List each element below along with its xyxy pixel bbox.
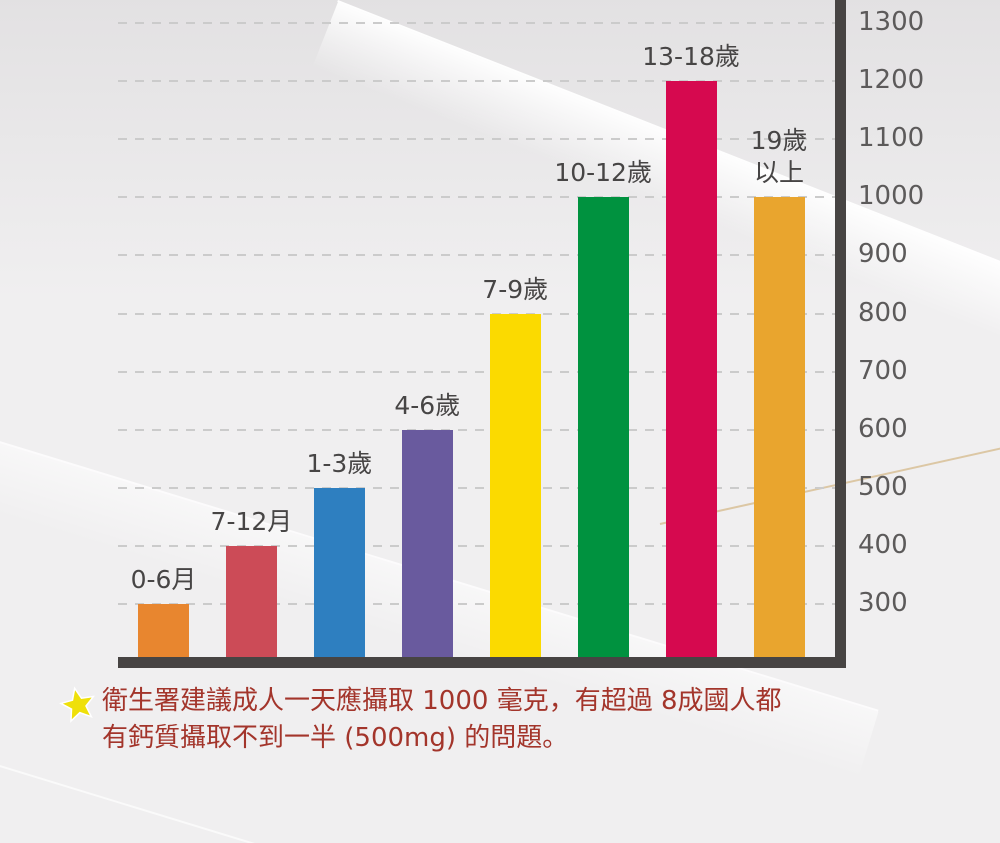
bar-label-1-3歲: 1-3歲 (306, 448, 373, 478)
chart-bar-19歲以上 (753, 197, 805, 657)
bar-label-7-9歲: 7-9歲 (482, 274, 549, 304)
gridline-1000 (118, 196, 835, 199)
footnote-line-1: 衛生署建議成人一天應攝取 1000 毫克，有超過 8成國人都 (102, 686, 782, 716)
chart-bar-1-3歲 (313, 487, 365, 657)
y-tick-label-400: 400 (858, 529, 908, 560)
gridline-1200 (118, 80, 835, 83)
bar-label-0-6月: 0-6月 (130, 565, 197, 594)
gridline-800 (118, 312, 835, 315)
gridline-900 (118, 254, 835, 257)
y-tick-label-1000: 1000 (858, 181, 925, 212)
bar-label-13-18歲: 13-18歲 (642, 42, 740, 72)
chart-bar-0-6月 (138, 604, 189, 657)
x-axis-line (118, 657, 846, 668)
bar-label-19歲以上: 19歲 以上 (750, 126, 808, 188)
bar-label-10-12歲: 10-12歲 (554, 158, 652, 188)
y-tick-label-900: 900 (858, 239, 908, 270)
chart-bar-7-9歲 (489, 313, 541, 657)
gridline-400 (118, 544, 835, 547)
gridline-600 (118, 428, 835, 431)
y-tick-label-500: 500 (858, 471, 908, 502)
chart-bar-10-12歲 (577, 197, 629, 657)
chart-bar-4-6歲 (401, 429, 453, 657)
bar-label-7-12月: 7-12月 (210, 506, 293, 536)
gridline-500 (118, 486, 835, 489)
chart-bar-7-12月 (225, 545, 277, 657)
y-tick-label-300: 300 (858, 588, 908, 618)
y-tick-label-800: 800 (858, 297, 908, 328)
y-tick-label-600: 600 (858, 413, 908, 444)
footnote: 衛生署建議成人一天應攝取 1000 毫克，有超過 8成國人都 有鈣質攝取不到一半… (58, 683, 940, 757)
star-icon (58, 686, 96, 723)
gridline-1300 (118, 22, 835, 24)
y-tick-label-1300: 1300 (858, 7, 925, 37)
y-tick-label-1100: 1100 (858, 123, 925, 154)
gridline-700 (118, 370, 835, 373)
y-tick-label-700: 700 (858, 355, 908, 386)
bar-label-4-6歲: 4-6歲 (394, 390, 461, 420)
y-axis-line (835, 0, 846, 668)
gridline-300 (118, 603, 835, 605)
chart-bar-13-18歲 (665, 81, 717, 657)
footnote-line-2: 有鈣質攝取不到一半 (500mg) 的問題。 (102, 723, 569, 753)
gridline-1100 (118, 138, 835, 141)
y-tick-label-1200: 1200 (858, 65, 925, 96)
background-diagonal-3 (0, 762, 392, 843)
